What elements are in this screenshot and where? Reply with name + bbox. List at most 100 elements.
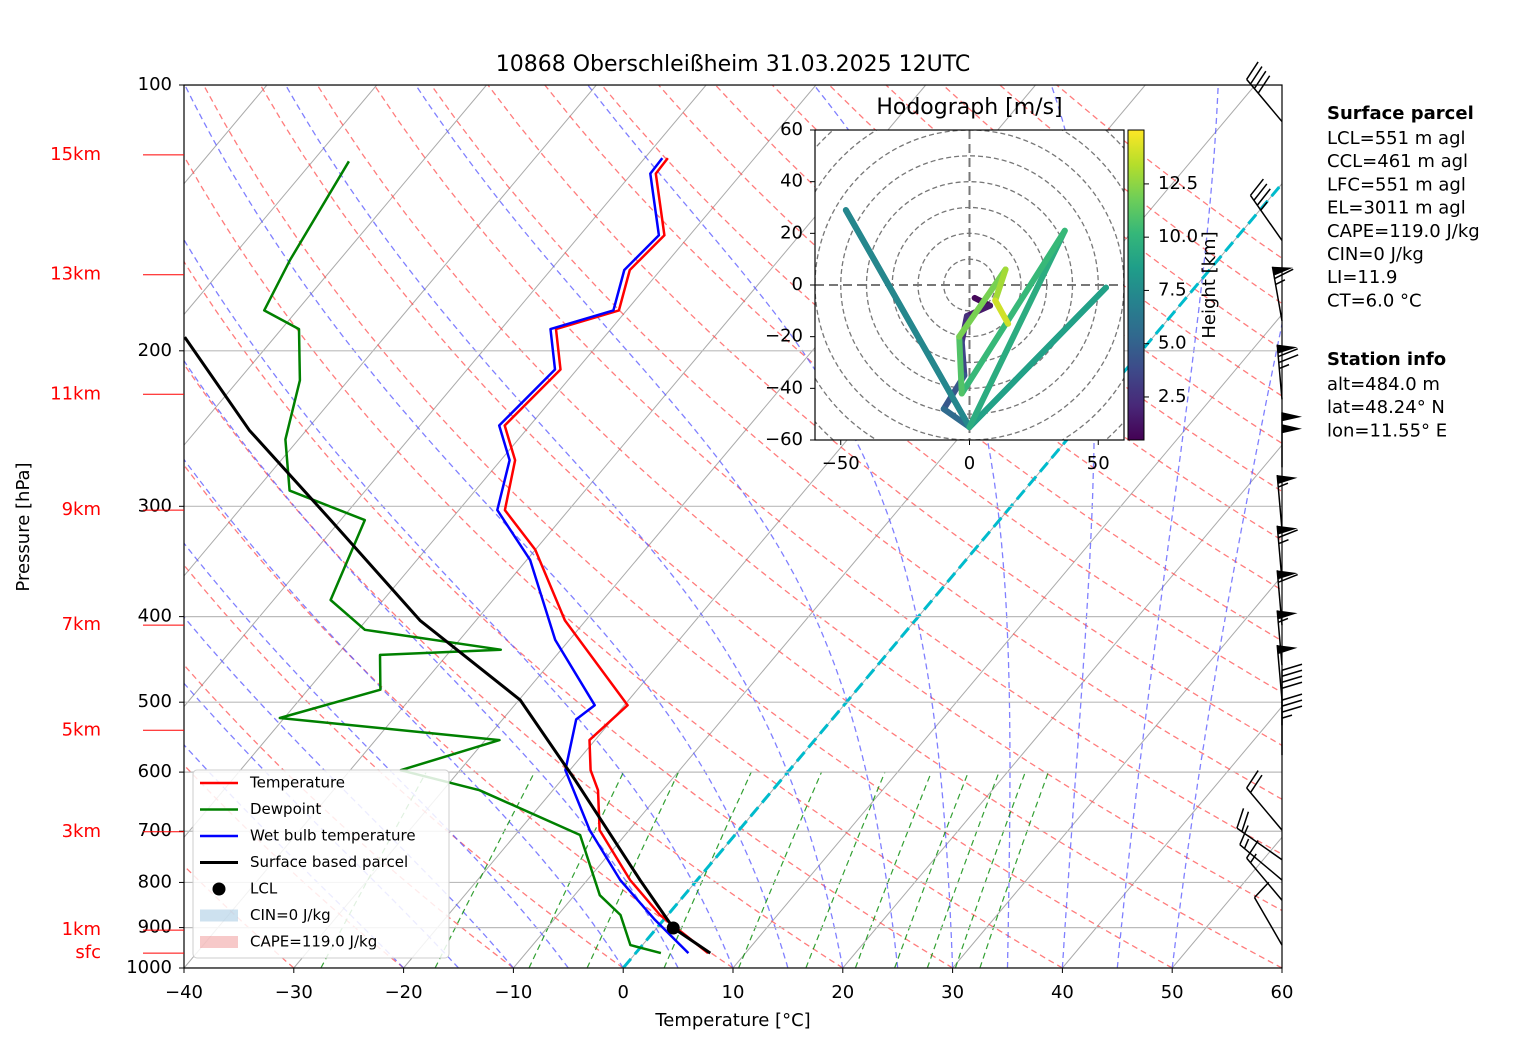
barb-feather (1246, 770, 1259, 789)
barb-staff (1239, 844, 1283, 881)
barb-staff (1246, 857, 1283, 901)
hodograph-area (815, 130, 1124, 440)
y-tick-label: 700 (138, 820, 172, 841)
dry-adiabat (184, 464, 734, 968)
wind-barb (1281, 693, 1303, 756)
y-tick-label: 500 (138, 691, 172, 712)
barb-feather (1281, 675, 1303, 683)
barb-feather (1279, 363, 1290, 370)
moist-adiabat (184, 542, 569, 968)
legend-label: Wet bulb temperature (250, 827, 416, 845)
x-tick-label: 10 (722, 982, 745, 1003)
barb-flag (1277, 525, 1298, 535)
legend-label: Temperature (249, 774, 345, 792)
isotherm (184, 85, 597, 577)
info-line: CIN=0 J/kg (1327, 244, 1424, 265)
barb-feather (1249, 66, 1263, 85)
wind-barb (1276, 344, 1299, 400)
height-label: 13km (50, 264, 101, 285)
isotherm (732, 313, 1282, 968)
x-tick-label: 50 (1087, 453, 1110, 474)
height-label: 7km (62, 614, 101, 635)
info-line: LCL=551 m agl (1327, 128, 1466, 149)
info-line: alt=484.0 m (1327, 374, 1440, 395)
hodograph: −50 0 50 −60 −40 −20 0 20 40 60 Hodograph [m/s] 2.5… (765, 95, 1220, 474)
wind-barb (1253, 881, 1283, 946)
y-tick-label: 900 (138, 917, 172, 938)
moist-adiabat (1116, 85, 1219, 968)
barb-feather (1281, 693, 1303, 701)
barb-feather (1249, 178, 1264, 196)
legend-label: CAPE=119.0 J/kg (250, 933, 377, 951)
colorbar-tick-label: 10.0 (1158, 226, 1198, 247)
hodograph-segment (992, 266, 1009, 304)
colorbar-tick-label: 7.5 (1158, 279, 1187, 300)
dry-adiabat (828, 85, 1282, 445)
x-tick-label: 60 (1271, 982, 1294, 1003)
y-tick-label: 60 (780, 119, 803, 140)
dry-adiabat (184, 260, 953, 968)
barb-flag (1277, 475, 1298, 484)
barb-feather (1246, 840, 1259, 859)
barb-feather (1277, 348, 1298, 358)
barb-feather (1281, 663, 1303, 671)
barb-feather (1277, 529, 1298, 539)
barb-feather (1256, 188, 1271, 206)
y-axis-label: Pressure [hPa] (13, 462, 34, 591)
barb-staff (1253, 897, 1283, 946)
hodograph-segment (842, 207, 973, 431)
wind-barb (1246, 770, 1283, 831)
isotherm (184, 85, 487, 446)
barb-feather (1241, 811, 1250, 832)
barb-staff (1271, 266, 1283, 322)
hodograph-title: Hodograph [m/s] (876, 95, 1062, 120)
barb-feather (1249, 853, 1257, 864)
y-tick-label: 300 (138, 495, 172, 516)
x-tick-label: 0 (617, 982, 628, 1003)
info-line: LFC=551 m agl (1327, 174, 1466, 195)
barb-feather (1277, 617, 1289, 624)
wind-barb (1276, 474, 1298, 530)
moist-adiabat (184, 615, 514, 968)
x-tick-label: 50 (1161, 982, 1184, 1003)
moist-adiabat (184, 238, 734, 968)
y-tick-label: 40 (780, 171, 803, 192)
wind-barb (1249, 178, 1283, 241)
chart-title: 10868 Oberschleißheim 31.03.2025 12UTC (496, 52, 971, 77)
wind-barb (1271, 266, 1294, 322)
barb-feather (1278, 354, 1299, 364)
hodograph-segment (992, 297, 1012, 327)
height-label: 11km (50, 383, 101, 404)
hodograph-segment (956, 266, 1009, 340)
wind-barb (1246, 61, 1283, 123)
wind-barb (1276, 645, 1298, 700)
barb-staff (1246, 78, 1283, 123)
legend-label: CIN=0 J/kg (250, 906, 331, 924)
moist-adiabat (184, 85, 789, 968)
y-tick-label: 100 (138, 74, 172, 95)
info-title: Surface parcel (1327, 103, 1474, 124)
hodograph-segment (958, 227, 1068, 397)
wind-barb (1246, 840, 1283, 901)
y-tick-label: 800 (138, 871, 172, 892)
barb-feather (1278, 539, 1289, 545)
colorbar-tick-label: 5.0 (1158, 333, 1187, 354)
barb-staff (1276, 645, 1283, 700)
y-tick-label: 0 (792, 274, 803, 295)
wind-barb (1239, 825, 1283, 881)
x-tick-label: −50 (822, 453, 860, 474)
info-line: lon=11.55° E (1327, 420, 1447, 441)
y-tick-label: 20 (780, 222, 803, 243)
y-tick-label: 600 (138, 761, 172, 782)
dry-adiabat (373, 85, 1282, 855)
barb-feather (1253, 183, 1268, 201)
legend-swatch (200, 936, 238, 948)
isotherm (952, 575, 1282, 968)
info-line: EL=3011 m agl (1327, 198, 1466, 219)
x-tick-label: −20 (385, 982, 423, 1003)
height-label: 3km (62, 821, 101, 842)
legend-label: LCL (250, 880, 278, 898)
